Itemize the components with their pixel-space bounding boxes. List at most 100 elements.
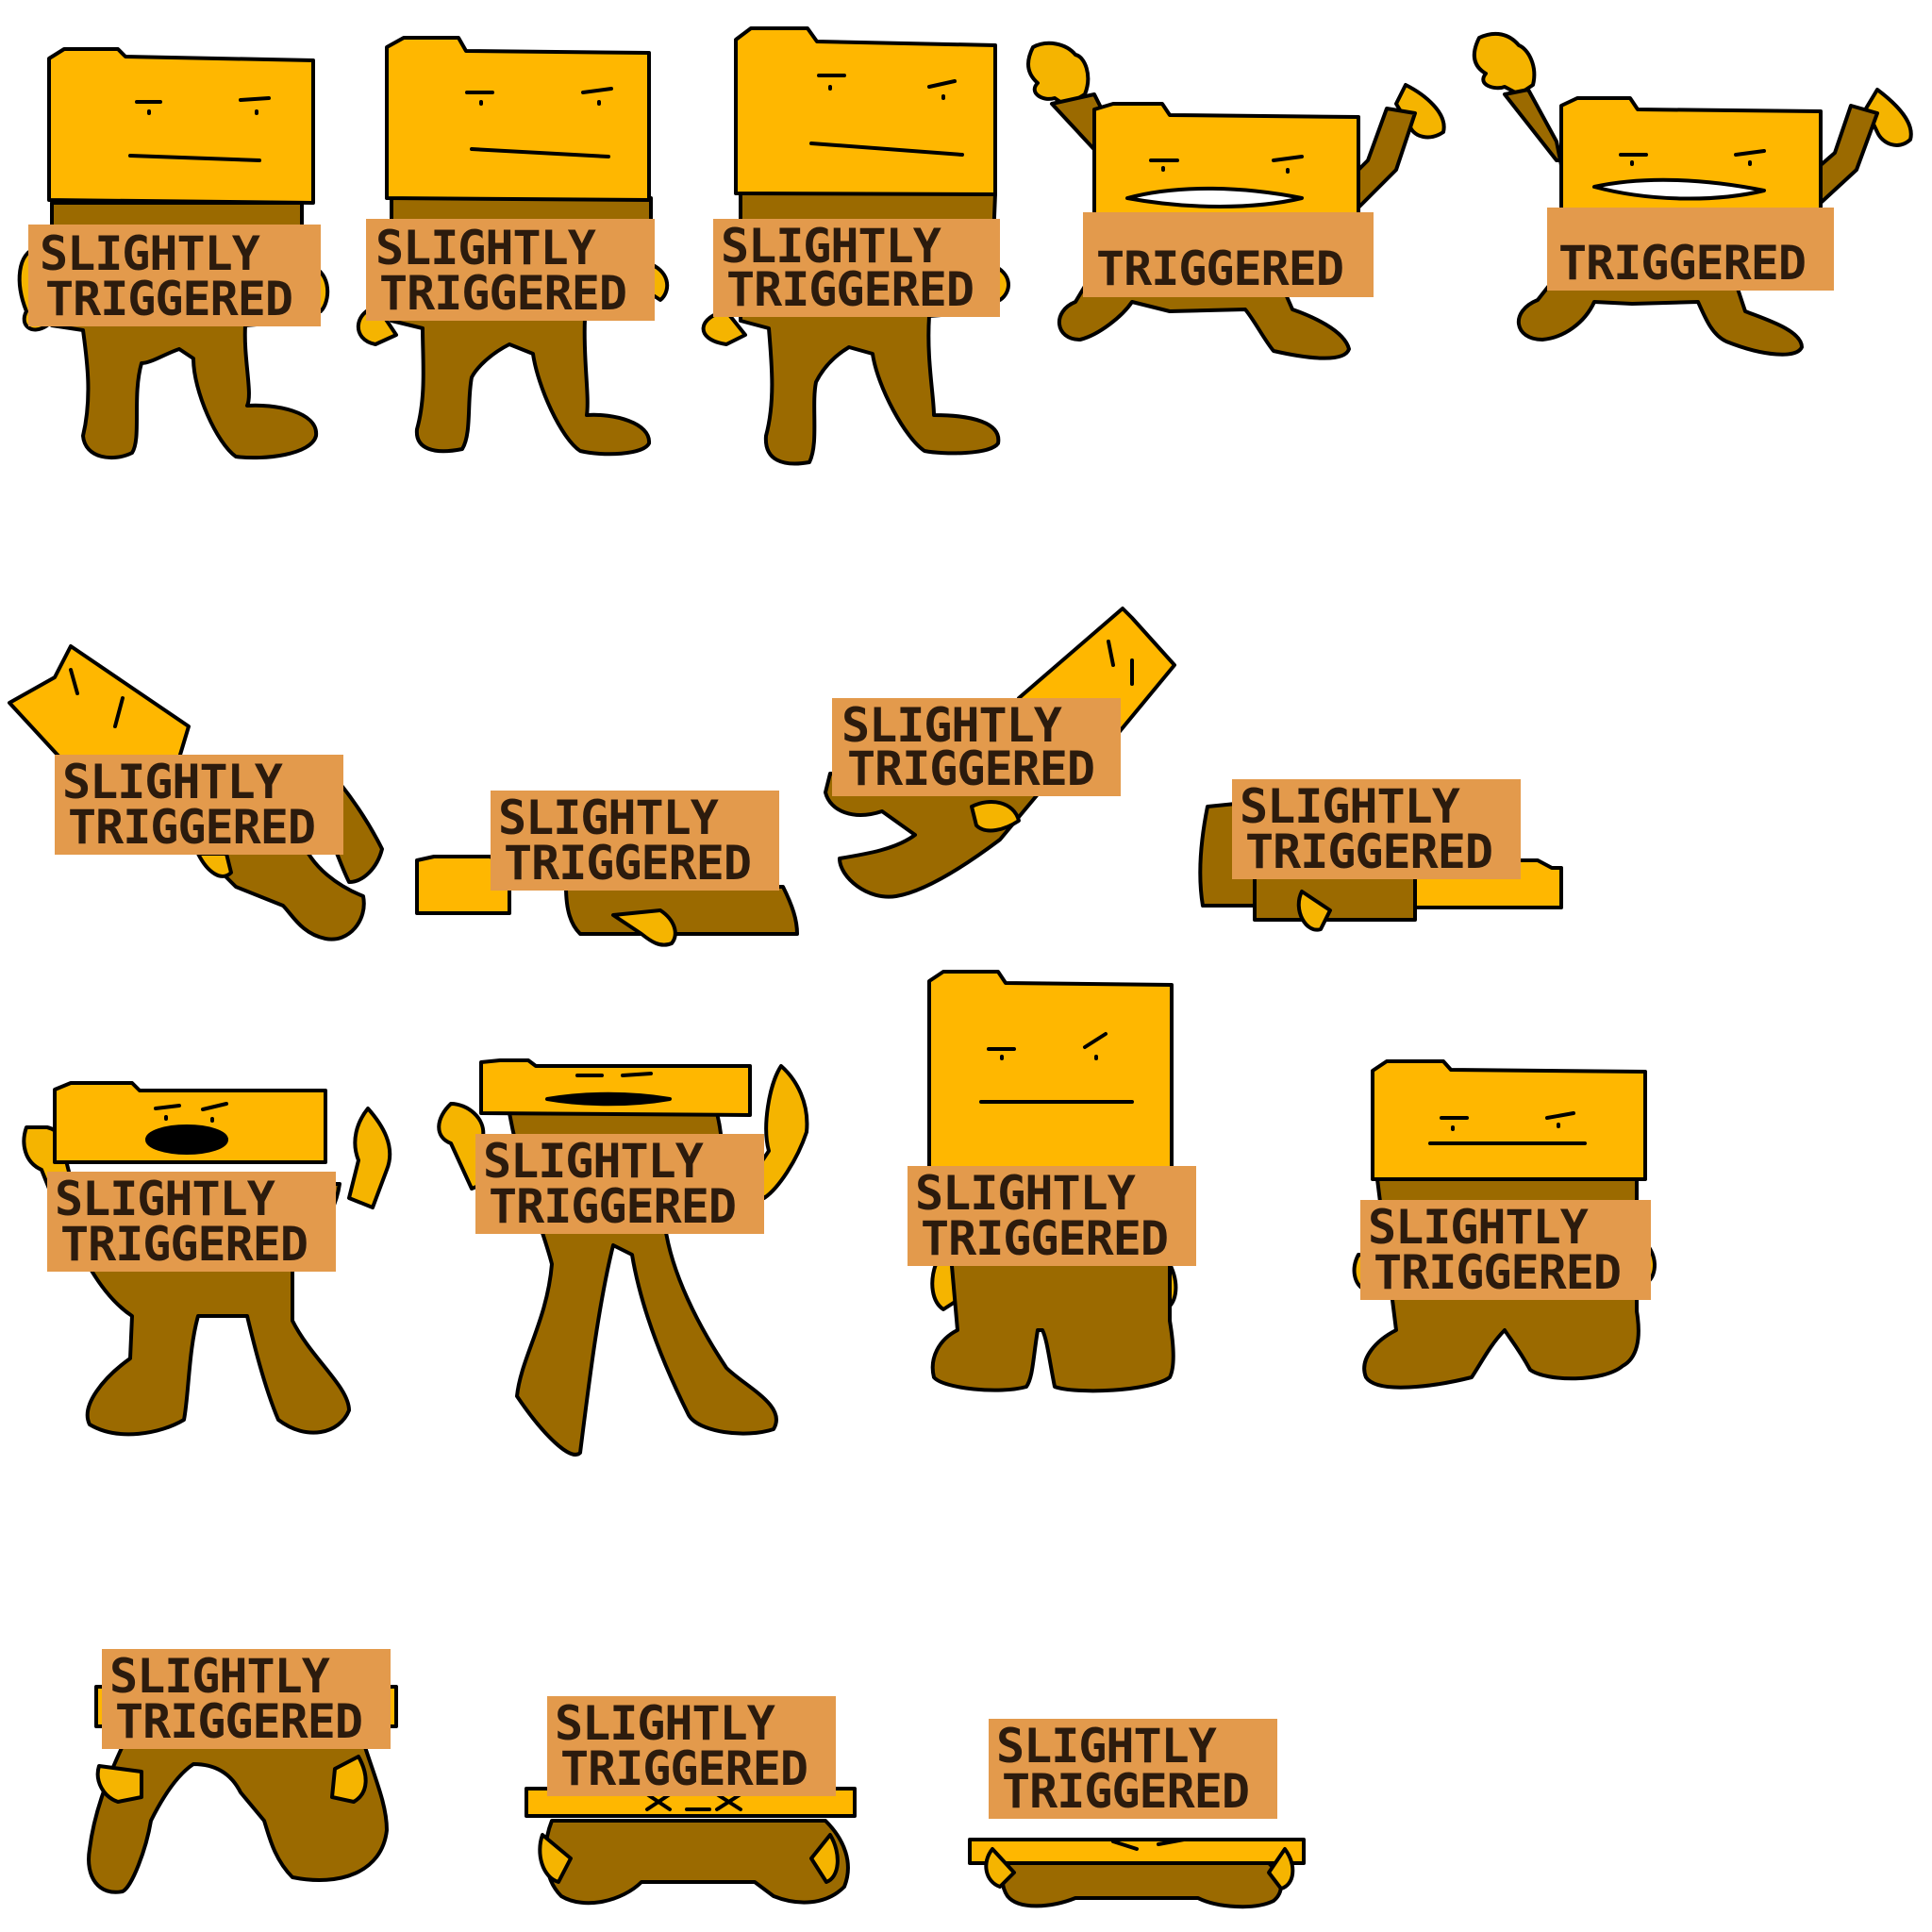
- sign-text-line2: TRIGGERED: [489, 1179, 736, 1234]
- shouting-mouth: [1592, 177, 1766, 201]
- left-eye: [1440, 1116, 1469, 1131]
- right-hand-icon: [330, 1755, 368, 1804]
- sign-board: [28, 225, 321, 326]
- sign-text-line2: TRIGGERED: [504, 836, 751, 891]
- sign-text-line1: SLIGHTLY: [62, 755, 283, 809]
- hand-icon: [970, 800, 1021, 833]
- sign-text-line1: SLIGHTLY: [1368, 1200, 1589, 1255]
- mouth: [128, 154, 261, 162]
- character-body: [87, 1724, 389, 1894]
- right-eye: [1545, 1111, 1575, 1128]
- left-eye: [987, 1047, 1016, 1060]
- right-eye: [201, 1102, 228, 1123]
- sign-text-line2: TRIGGERED: [560, 1741, 808, 1796]
- right-eye: [113, 696, 125, 728]
- folder-head-squashed: [53, 1081, 327, 1164]
- left-eye: [1111, 1840, 1139, 1851]
- sign-text-line2: TRIGGERED: [68, 800, 315, 855]
- sign-text-line2: TRIGGERED: [45, 272, 292, 326]
- folder-head: [1559, 96, 1823, 224]
- right-eye: [1272, 155, 1304, 174]
- right-hand-icon: [1864, 88, 1913, 147]
- right-eye: [581, 87, 613, 106]
- left-eye: [465, 91, 494, 106]
- hand-icon: [196, 852, 233, 878]
- left-hand-icon: [1472, 31, 1537, 96]
- sign-board: [1360, 1200, 1651, 1300]
- sign-text-line1: SLIGHTLY: [996, 1719, 1217, 1774]
- sprite-frame-6: SLIGHTLY TRIGGERED: [8, 644, 384, 941]
- character-body: [564, 885, 799, 936]
- folder-head: [734, 26, 997, 196]
- sign-board: [47, 1172, 336, 1272]
- left-hand-icon: [95, 1764, 143, 1804]
- shouting-mouth: [145, 1124, 228, 1155]
- sign-text-line1: SLIGHTLY: [841, 698, 1062, 753]
- sign-board: [832, 698, 1121, 796]
- sign-text-line1: SLIGHTLY: [483, 1134, 704, 1189]
- left-hand-icon: [538, 1833, 573, 1884]
- sprite-frame-10: SLIGHTLY TRIGGERED: [22, 1081, 392, 1437]
- shouting-mouth: [1125, 186, 1304, 208]
- sprite-frame-15: SLIGHTLY TRIGGERED: [525, 1696, 857, 1906]
- left-hand-icon: [984, 1847, 1016, 1889]
- left-eye: [817, 74, 846, 91]
- left-eye: [645, 1792, 672, 1811]
- sign-text-line2: TRIGGERED: [379, 266, 626, 321]
- sign-text-line1: SLIGHTLY: [498, 791, 719, 845]
- folder-head-flattened: [968, 1838, 1306, 1865]
- sprite-frame-5: TRIGGERED: [1472, 31, 1913, 357]
- sign-text-line2: TRIGGERED: [726, 262, 974, 317]
- sign-text-line1: SLIGHTLY: [55, 1172, 275, 1226]
- sprite-frame-1: SLIGHTLY TRIGGERED: [17, 47, 330, 460]
- sign-text-line1: SLIGHTLY: [1240, 779, 1460, 834]
- sign-text-line2: TRIGGERED: [1374, 1245, 1621, 1300]
- sign-board: [1547, 208, 1834, 291]
- right-hand-icon: [748, 1064, 809, 1200]
- sign-board: [491, 791, 779, 891]
- sprite-frame-4: TRIGGERED: [1026, 41, 1446, 360]
- sprite-frame-14: SLIGHTLY TRIGGERED: [87, 1649, 398, 1894]
- sprite-frame-12: SLIGHTLY TRIGGERED: [908, 970, 1196, 1393]
- sprite-frame-3: SLIGHTLY TRIGGERED: [701, 26, 1010, 466]
- sign-text-line2: TRIGGERED: [1558, 236, 1806, 291]
- sprite-frame-13: SLIGHTLY TRIGGERED: [1352, 1059, 1657, 1390]
- sign-text-line2: TRIGGERED: [60, 1217, 308, 1272]
- right-eye: [1734, 149, 1766, 166]
- sprite-frame-7: SLIGHTLY TRIGGERED: [415, 791, 799, 947]
- sign-text-line2: TRIGGERED: [1002, 1764, 1249, 1819]
- left-eye: [1149, 158, 1179, 172]
- sign-board: [908, 1166, 1196, 1266]
- folder-head-flat: [479, 1058, 752, 1117]
- right-eye: [1157, 1838, 1186, 1846]
- left-eye: [135, 100, 162, 115]
- hand-icon: [1296, 890, 1332, 932]
- sign-text-line2: TRIGGERED: [115, 1694, 362, 1749]
- sign-text-line2: TRIGGERED: [847, 741, 1094, 796]
- sprite-frame-9: SLIGHTLY TRIGGERED: [1198, 779, 1563, 932]
- sign-text-line1: SLIGHTLY: [40, 226, 260, 281]
- sprite-frame-2: SLIGHTLY TRIGGERED: [356, 36, 670, 457]
- character-body: [543, 1819, 850, 1906]
- sign-board: [366, 219, 655, 321]
- left-eye: [1107, 640, 1115, 667]
- right-eye: [621, 1072, 653, 1077]
- left-eye: [1619, 153, 1648, 166]
- sprite-frame-11: SLIGHTLY TRIGGERED: [437, 1058, 809, 1457]
- mouth: [470, 147, 610, 158]
- right-hand-icon: [1394, 83, 1446, 140]
- right-hand-icon: [1267, 1847, 1295, 1890]
- sprite-frame-8: SLIGHTLY TRIGGERED: [824, 607, 1176, 899]
- left-eye: [154, 1104, 181, 1121]
- sign-text-line1: SLIGHTLY: [915, 1166, 1136, 1221]
- right-eye: [1083, 1032, 1108, 1060]
- right-eye: [927, 79, 957, 100]
- sprite-frame-16: SLIGHTLY TRIGGERED: [968, 1719, 1306, 1909]
- sign-text-line1: SLIGHTLY: [109, 1649, 330, 1704]
- character-body: [1001, 1861, 1283, 1909]
- left-eye: [69, 668, 79, 695]
- sign-board: [102, 1649, 391, 1749]
- sign-text-line2: TRIGGERED: [1096, 242, 1343, 296]
- sign-text-line1: SLIGHTLY: [555, 1696, 775, 1751]
